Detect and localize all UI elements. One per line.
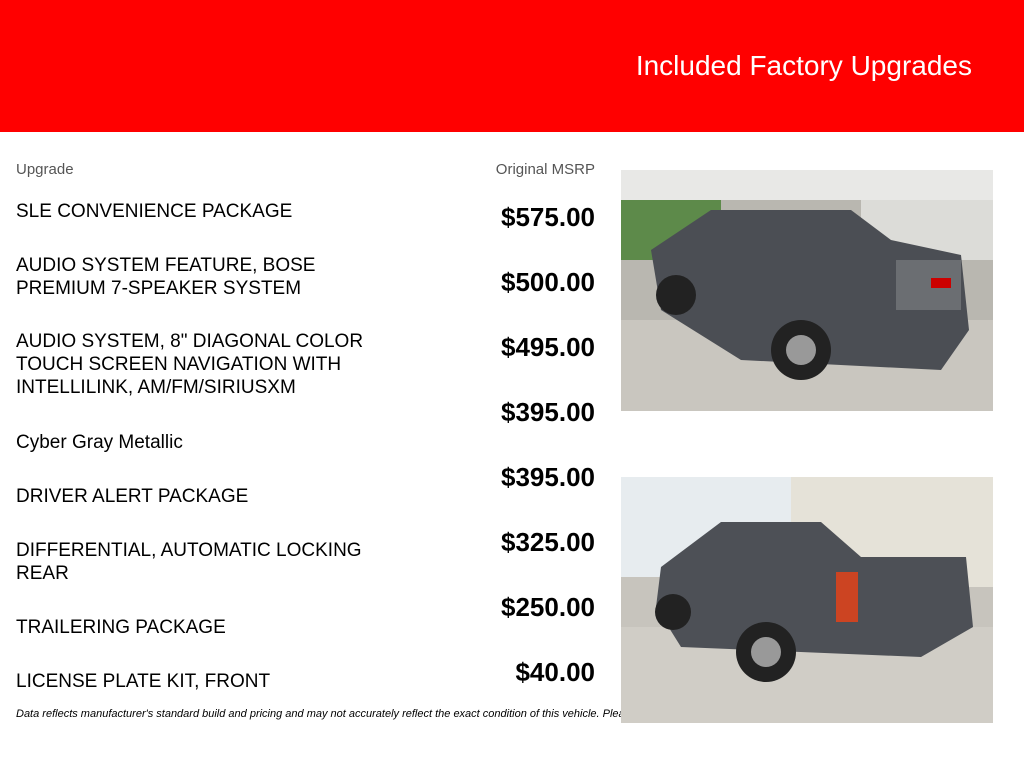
upgrade-price: $40.00: [515, 657, 595, 687]
upgrade-price: $250.00: [501, 592, 595, 622]
upgrade-name: AUDIO SYSTEM FEATURE, BOSE PREMIUM 7-SPE…: [16, 255, 316, 299]
upgrade-name: TRAILERING PACKAGE: [16, 617, 226, 638]
upgrade-name: DIFFERENTIAL, AUTOMATIC LOCKING REAR: [16, 540, 362, 584]
upgrade-name: DRIVER ALERT PACKAGE: [16, 486, 249, 507]
upgrade-name: SLE CONVENIENCE PACKAGE: [16, 201, 293, 222]
header-banner: Included Factory Upgrades: [0, 0, 1024, 132]
upgrade-price: $395.00: [501, 462, 595, 492]
page-title: Included Factory Upgrades: [635, 50, 972, 81]
vehicle-photo-front: [621, 170, 993, 411]
vehicle-photo-rear: [621, 477, 993, 723]
upgrade-price: $395.00: [501, 397, 595, 427]
upgrade-price: $575.00: [501, 202, 595, 232]
column-header-msrp: Original MSRP: [495, 161, 595, 178]
upgrade-price: $325.00: [501, 527, 595, 557]
column-header-upgrade: Upgrade: [16, 161, 74, 178]
upgrade-name: LICENSE PLATE KIT, FRONT: [16, 671, 271, 692]
upgrade-price: $500.00: [501, 267, 595, 297]
disclaimer: Data reflects manufacturer's standard bu…: [16, 708, 813, 720]
upgrade-name: Cyber Gray Metallic: [16, 432, 183, 453]
upgrade-price: $495.00: [501, 332, 595, 362]
upgrade-name: AUDIO SYSTEM, 8" DIAGONAL COLOR TOUCH SC…: [16, 331, 364, 398]
